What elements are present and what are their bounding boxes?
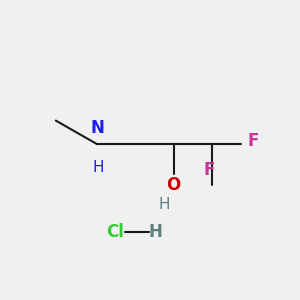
Text: H: H bbox=[93, 160, 104, 175]
Text: Cl: Cl bbox=[106, 224, 124, 242]
Text: H: H bbox=[149, 224, 163, 242]
Text: N: N bbox=[90, 119, 104, 137]
Text: F: F bbox=[247, 132, 259, 150]
Text: F: F bbox=[203, 161, 214, 179]
Text: O: O bbox=[167, 176, 181, 194]
Text: H: H bbox=[159, 197, 170, 212]
